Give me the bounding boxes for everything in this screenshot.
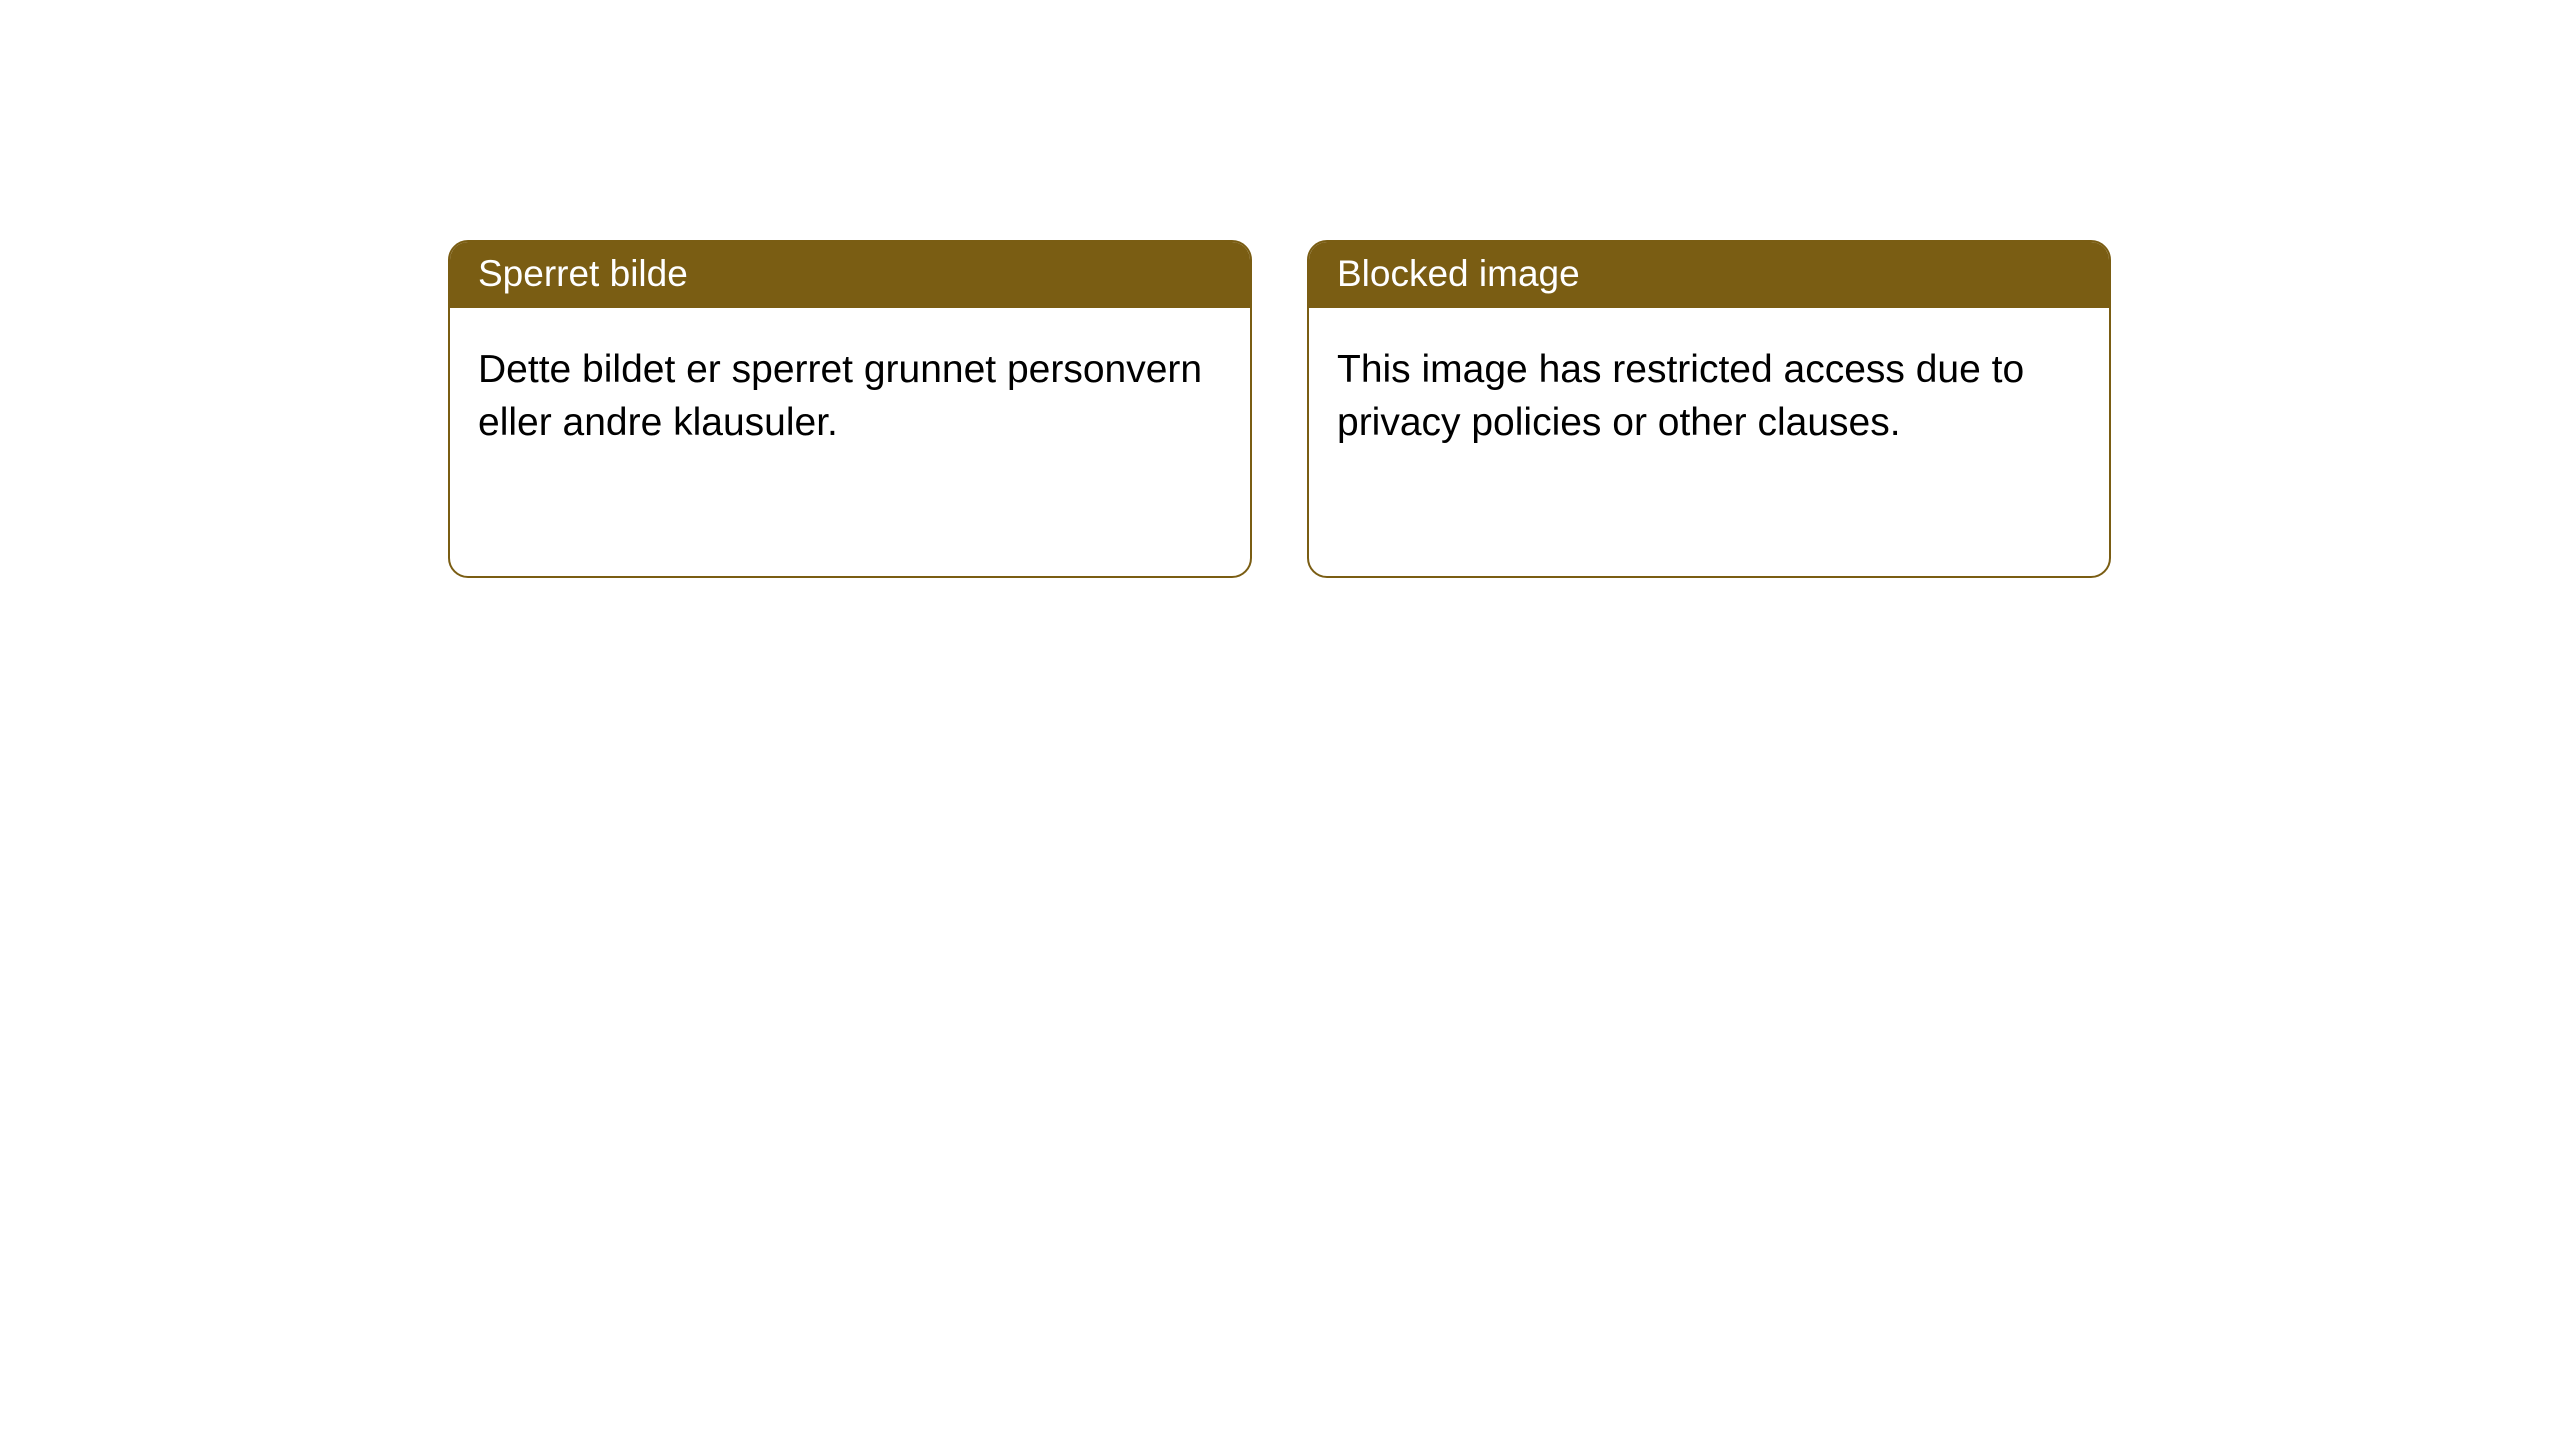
notice-card-english: Blocked image This image has restricted …: [1307, 240, 2111, 578]
notice-header: Sperret bilde: [450, 242, 1250, 308]
notice-container: Sperret bilde Dette bildet er sperret gr…: [0, 0, 2560, 578]
notice-card-norwegian: Sperret bilde Dette bildet er sperret gr…: [448, 240, 1252, 578]
notice-body-text: Dette bildet er sperret grunnet personve…: [478, 348, 1202, 444]
notice-body: This image has restricted access due to …: [1309, 308, 2109, 477]
notice-body-text: This image has restricted access due to …: [1337, 348, 2024, 444]
notice-title: Sperret bilde: [478, 253, 688, 294]
notice-title: Blocked image: [1337, 253, 1580, 294]
notice-header: Blocked image: [1309, 242, 2109, 308]
notice-body: Dette bildet er sperret grunnet personve…: [450, 308, 1250, 477]
